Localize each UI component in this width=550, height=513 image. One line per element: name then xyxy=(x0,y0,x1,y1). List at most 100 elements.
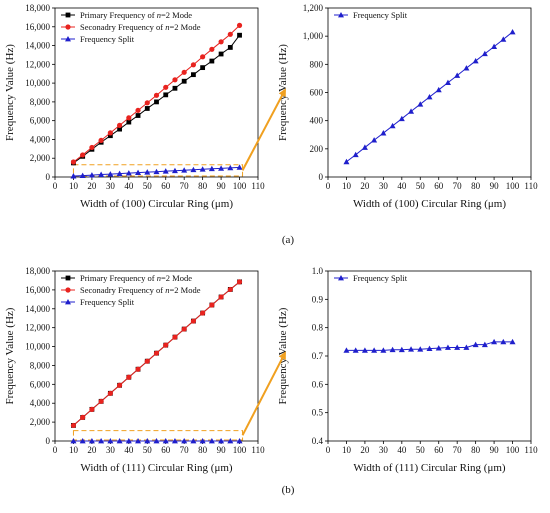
data-point xyxy=(500,338,507,345)
zoom-arrows xyxy=(241,88,286,436)
legend-marker xyxy=(65,299,71,305)
legend-marker xyxy=(65,36,71,42)
y-tick-label: 12,000 xyxy=(25,59,50,69)
legend-entry: Frequency Split xyxy=(353,273,408,283)
panel-label-b: (b) xyxy=(282,484,295,496)
data-point xyxy=(417,101,424,107)
data-point xyxy=(509,28,516,35)
data-point xyxy=(70,173,77,179)
plot-frame xyxy=(327,7,532,178)
x-tick-label: 70 xyxy=(453,445,463,455)
data-point xyxy=(98,137,104,143)
x-tick-label: 60 xyxy=(434,181,444,191)
x-tick-label: 50 xyxy=(143,445,153,455)
data-point xyxy=(454,344,461,350)
legend-marker xyxy=(65,24,71,30)
chart-a-right: 0 10 20 30 40 50 60 70 80 90 100 110 0 200 400 600 800 1,… xyxy=(277,3,538,210)
legend-marker xyxy=(65,12,71,18)
x-axis-label: Width of (100) Circular Ring (μm) xyxy=(353,198,506,210)
data-point xyxy=(500,36,507,42)
data-point xyxy=(190,318,197,324)
data-point xyxy=(135,113,141,118)
data-point xyxy=(135,437,142,444)
x-tick-label: 80 xyxy=(198,181,208,191)
data-point xyxy=(107,437,114,444)
data-point xyxy=(426,94,433,100)
data-point xyxy=(389,346,396,353)
data-point xyxy=(79,172,86,178)
x-tick-label: 80 xyxy=(198,445,208,455)
data-point xyxy=(227,31,233,37)
y-tick-label: 10,000 xyxy=(25,342,50,352)
panel-label-a: (a) xyxy=(282,234,295,246)
data-point xyxy=(125,170,132,176)
y-tick-label: 6,000 xyxy=(30,116,51,126)
data-point xyxy=(116,382,123,388)
data-point xyxy=(491,43,498,49)
data-point xyxy=(227,286,233,293)
x-tick-label: 80 xyxy=(471,445,481,455)
data-point xyxy=(126,115,132,121)
data-point xyxy=(444,79,451,86)
data-point xyxy=(209,302,215,308)
data-point xyxy=(181,78,187,84)
zoom-arrow xyxy=(241,351,286,436)
y-tick-label: 16,000 xyxy=(25,22,50,32)
y-tick-label: 16,000 xyxy=(25,285,50,295)
data-point xyxy=(481,341,488,348)
x-tick-label: 20 xyxy=(87,445,97,455)
data-point xyxy=(163,84,169,90)
x-tick-label: 50 xyxy=(416,181,426,191)
y-axis-label: Frequency Value (Hz) xyxy=(4,44,16,141)
x-tick-label: 70 xyxy=(180,445,190,455)
data-point xyxy=(200,310,206,316)
y-tick-label: 800 xyxy=(310,59,324,69)
data-point xyxy=(70,422,77,429)
data-point xyxy=(408,108,415,114)
data-point xyxy=(435,86,442,93)
x-tick-label: 90 xyxy=(490,445,500,455)
x-tick-label: 70 xyxy=(453,181,463,191)
data-point xyxy=(154,99,159,105)
x-tick-label: 40 xyxy=(397,181,407,191)
legend-entry: Frequency Split xyxy=(80,34,135,44)
x-tick-label: 40 xyxy=(397,445,407,455)
x-tick-label: 10 xyxy=(69,445,79,455)
y-tick-label: 18,000 xyxy=(25,266,50,276)
data-point xyxy=(435,345,442,351)
y-tick-label: 8,000 xyxy=(30,97,51,107)
data-point xyxy=(88,172,95,178)
y-tick-label: 0.6 xyxy=(312,379,324,389)
data-point xyxy=(153,92,160,98)
data-point xyxy=(190,437,197,444)
x-axis-label: Width of (111) Circular Ring (μm) xyxy=(353,462,506,474)
data-point xyxy=(153,437,160,444)
x-tick-label: 90 xyxy=(217,445,227,455)
data-point xyxy=(408,346,415,352)
data-point xyxy=(236,279,243,285)
data-point xyxy=(126,374,132,380)
data-point xyxy=(162,437,169,444)
zoom-arrow xyxy=(241,88,286,171)
x-tick-label: 100 xyxy=(506,445,520,455)
data-point xyxy=(218,39,224,45)
x-tick-label: 110 xyxy=(524,181,538,191)
data-point xyxy=(371,137,378,143)
y-tick-label: 1.0 xyxy=(312,266,324,276)
data-point xyxy=(472,341,479,348)
data-point xyxy=(107,171,114,177)
data-point xyxy=(190,166,197,173)
y-tick-label: 1,200 xyxy=(303,3,324,13)
data-point xyxy=(463,65,470,71)
y-tick-label: 0.9 xyxy=(312,294,324,304)
data-point xyxy=(343,347,350,353)
data-point xyxy=(89,144,95,151)
data-point xyxy=(107,133,113,139)
data-point xyxy=(200,65,206,71)
chart-b-left: 0 10 20 30 40 50 60 70 80 90 100 110 0 2,000 4,000 6,00… xyxy=(4,266,265,474)
zoom-region-box xyxy=(72,430,244,441)
x-tick-label: 80 xyxy=(471,181,481,191)
data-point xyxy=(153,350,160,356)
data-point xyxy=(135,107,141,113)
data-point xyxy=(227,45,233,50)
